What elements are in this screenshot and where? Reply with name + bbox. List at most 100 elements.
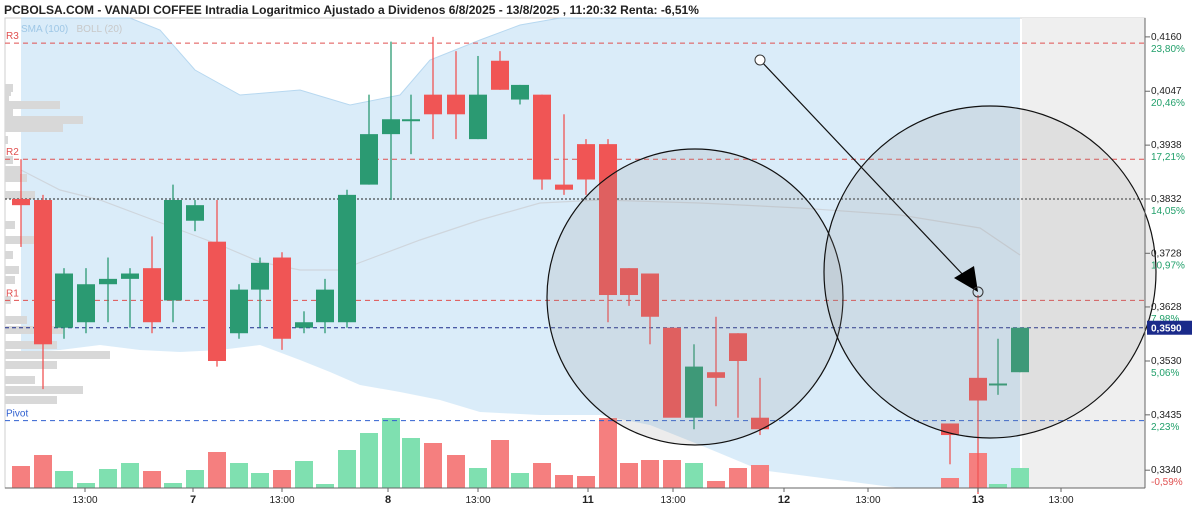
level-label-r2: R2	[6, 147, 19, 158]
volume-bar	[382, 418, 400, 488]
y-tick-price: 0,3340	[1151, 465, 1182, 476]
candle-body	[143, 268, 161, 323]
volume-bar	[360, 433, 378, 488]
candle-body	[382, 119, 400, 135]
volume-bar	[1011, 468, 1029, 488]
candle-body	[707, 372, 725, 378]
level-label-pivot: Pivot	[6, 409, 28, 420]
indicator-legend-label[interactable]: SMA (100)	[21, 24, 68, 35]
volume-bar	[620, 463, 638, 488]
indicator-legend-label[interactable]: BOLL (20)	[77, 24, 123, 35]
y-tick-price: 0,3628	[1151, 302, 1182, 313]
x-tick-label: 8	[385, 494, 391, 506]
volume-bar	[402, 438, 420, 488]
candle-body	[641, 273, 659, 317]
candle-body	[121, 273, 139, 279]
y-tick-price: 0,3728	[1151, 248, 1182, 259]
candle-body	[447, 94, 465, 115]
volume-bar	[273, 470, 291, 488]
arrow-end-handle[interactable]	[972, 286, 984, 298]
volume-profile-bar	[5, 101, 60, 109]
volume-profile-bar	[5, 116, 83, 124]
volume-bar	[295, 461, 313, 488]
candle-body	[663, 327, 681, 418]
volume-bar	[577, 476, 595, 488]
candle-body	[99, 278, 117, 285]
volume-bar	[99, 469, 117, 488]
bollinger-band	[21, 18, 1020, 488]
volume-bar	[941, 478, 959, 488]
candle-body	[360, 134, 378, 185]
volume-bar	[143, 471, 161, 488]
volume-bar	[338, 450, 356, 488]
volume-profile-bar	[5, 166, 20, 174]
arrow-start-handle[interactable]	[754, 54, 766, 66]
y-tick-pct: 5,06%	[1151, 368, 1179, 379]
volume-profile-bar	[5, 108, 13, 116]
candle-body	[273, 257, 291, 339]
volume-profile-bar	[5, 136, 8, 144]
candle-body	[34, 200, 52, 345]
y-tick-pct: 14,05%	[1151, 206, 1185, 217]
current-price-box	[1147, 320, 1192, 335]
level-label-r3: R3	[6, 31, 19, 42]
bollinger-upper-line	[21, 17, 1020, 106]
candle-body	[969, 377, 987, 401]
candle-body	[577, 144, 595, 180]
volume-bar	[424, 443, 442, 488]
volume-bar	[230, 463, 248, 488]
candle-body	[989, 383, 1007, 386]
candle-body	[424, 94, 442, 115]
annotation-circle-left	[546, 148, 844, 446]
volume-bar	[12, 466, 30, 488]
volume-profile-bar	[5, 174, 27, 182]
candle-body	[316, 289, 334, 323]
x-tick-label: 13:00	[465, 495, 490, 506]
volume-profile-bar	[5, 221, 15, 229]
volume-bar	[251, 473, 269, 488]
candle-body	[729, 333, 747, 361]
volume-profile-bar	[5, 396, 57, 404]
volume-profile-bar	[5, 96, 9, 104]
candle-body	[77, 284, 95, 323]
y-tick-pct: 10,97%	[1151, 260, 1185, 271]
x-tick-label: 13:00	[269, 495, 294, 506]
candle-body	[941, 423, 959, 436]
y-tick-price: 0,3435	[1151, 410, 1182, 421]
volume-profile-bar	[5, 124, 63, 132]
y-tick-pct: 23,80%	[1151, 44, 1185, 55]
volume-bar	[555, 475, 573, 488]
volume-bar	[186, 470, 204, 488]
volume-bar	[316, 484, 334, 488]
y-tick-pct: 7,98%	[1151, 314, 1179, 325]
candle-body	[164, 200, 182, 301]
volume-bar	[208, 452, 226, 488]
volume-bar	[511, 473, 529, 488]
candle-body	[469, 94, 487, 140]
volume-bar	[599, 418, 617, 488]
volume-bar	[533, 463, 551, 488]
volume-bar	[77, 483, 95, 488]
volume-profile-bar	[5, 276, 15, 284]
volume-profile-bar	[5, 156, 13, 164]
candle-body	[751, 417, 769, 430]
candle-body	[230, 289, 248, 334]
candle-body	[491, 60, 509, 90]
y-tick-price: 0,4047	[1151, 86, 1182, 97]
candle-body	[295, 322, 313, 328]
candle-body	[511, 84, 529, 100]
volume-profile-bar	[5, 361, 57, 369]
annotation-circle-right	[823, 105, 1157, 439]
x-tick-label: 13:00	[72, 495, 97, 506]
x-tick-label: 13:00	[660, 495, 685, 506]
volume-bar	[707, 481, 725, 488]
level-label-r1: R1	[6, 288, 19, 299]
candle-body	[533, 94, 551, 180]
x-tick-label: 12	[778, 494, 790, 506]
candle-body	[208, 241, 226, 361]
candle-body	[555, 184, 573, 190]
volume-bar	[121, 463, 139, 488]
y-tick-pct: 20,46%	[1151, 98, 1185, 109]
volume-bar	[491, 440, 509, 488]
